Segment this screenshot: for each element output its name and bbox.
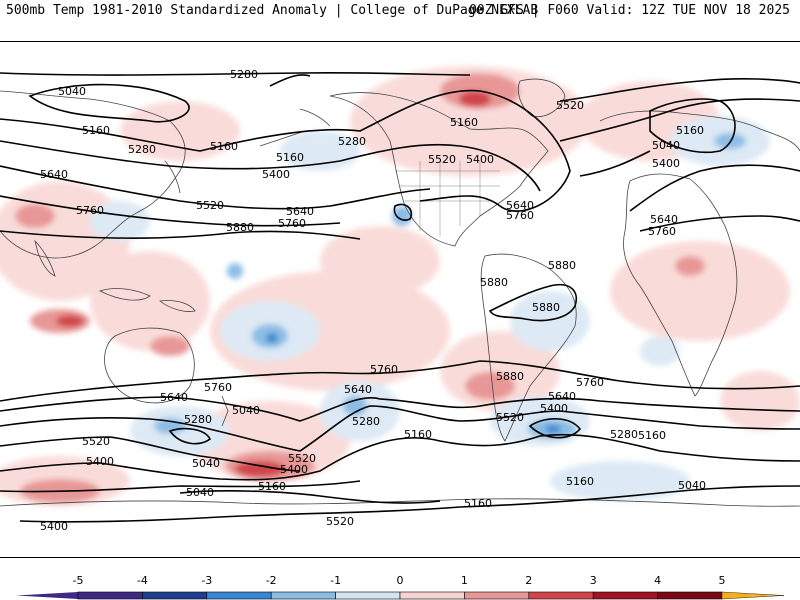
colorbar-segment	[142, 591, 208, 600]
colorbar-segment	[77, 591, 143, 600]
coastlines	[0, 78, 800, 507]
contour-label: 5640	[506, 199, 534, 212]
contour-label: 5520	[428, 153, 456, 166]
contour-label: 5040	[678, 479, 706, 492]
contour-label: 5640	[548, 390, 576, 403]
contour-label: 5880	[496, 370, 524, 383]
model-run-info: 00Z GFS | F060 Valid: 12Z TUE NOV 18 202…	[469, 3, 790, 18]
contour-label: 5520	[496, 411, 524, 424]
political-borders	[395, 161, 500, 236]
colorbar-tick-label: 1	[460, 574, 468, 587]
colorbar-tick-label: -3	[201, 574, 213, 587]
colorbar-tick-label: 4	[654, 574, 662, 587]
contour-label: 5640	[160, 391, 188, 404]
contour-label: 5760	[576, 376, 604, 389]
contour-label: 5880	[226, 221, 254, 234]
colorbar-segment	[399, 591, 465, 600]
contour-label: 5640	[650, 213, 678, 226]
contour-label: 5160	[210, 140, 238, 153]
contour-label: 5520	[196, 199, 224, 212]
colorbar-segment	[335, 591, 401, 600]
contour-label: 5760	[76, 204, 104, 217]
contour-label: 5160	[404, 428, 432, 441]
contour-label: 5280	[610, 428, 638, 441]
colorbar-tick-label: -5	[72, 574, 84, 587]
contour-label: 5160	[82, 124, 110, 137]
anomaly-colorbar	[16, 591, 785, 600]
anomaly-shading	[0, 66, 800, 506]
contour-label: 5640	[286, 205, 314, 218]
contour-label: 5040	[58, 85, 86, 98]
contour-label: 5520	[288, 452, 316, 465]
contour-label: 5520	[326, 515, 354, 528]
contour-label: 5880	[548, 259, 576, 272]
contour-label: 5160	[638, 429, 666, 442]
contour-label: 5280	[230, 68, 258, 81]
colorbar-tick-label: -2	[265, 574, 277, 587]
contour-label: 5760	[370, 363, 398, 376]
colorbar-max-arrow	[721, 591, 785, 600]
colorbar-segment	[464, 591, 530, 600]
contour-label: 5640	[40, 168, 68, 181]
contour-label: 5520	[82, 435, 110, 448]
colorbar-segment	[270, 591, 336, 600]
colorbar-segment	[592, 591, 658, 600]
contour-label: 5400	[652, 157, 680, 170]
contour-label: 5280	[128, 143, 156, 156]
contour-label: 5400	[86, 455, 114, 468]
contour-label: 5760	[506, 209, 534, 222]
contour-label: 5160	[464, 497, 492, 510]
contour-label: 5400	[40, 520, 68, 533]
colorbar-tick-label: 0	[396, 574, 404, 587]
contour-label: 5280	[338, 135, 366, 148]
contour-label: 5760	[204, 381, 232, 394]
map-title: 500mb Temp 1981-2010 Standardized Anomal…	[6, 3, 539, 18]
contour-label: 5880	[532, 301, 560, 314]
colorbar-tick-label: -1	[330, 574, 342, 587]
contour-label: 5760	[278, 217, 306, 230]
colorbar-min-arrow	[16, 592, 78, 599]
contour-label: 5160	[676, 124, 704, 137]
contour-label: 5160	[258, 480, 286, 493]
contour-label: 5040	[186, 486, 214, 499]
colorbar-tick-label: 2	[525, 574, 533, 587]
contour-label: 5400	[540, 402, 568, 415]
contour-label: 5280	[184, 413, 212, 426]
colorbar-segment	[528, 591, 594, 600]
contour-label: 5160	[566, 475, 594, 488]
contour-label: 5040	[192, 457, 220, 470]
contour-label: 5880	[480, 276, 508, 289]
contour-label: 5160	[276, 151, 304, 164]
anomaly-map: 5280 5040 5160 5160 5280 5160 5280 5160 …	[0, 41, 800, 558]
colorbar-tick-label: 3	[589, 574, 597, 587]
contour-label: 5400	[262, 168, 290, 181]
contour-label: 5400	[280, 463, 308, 476]
contour-label: 5520	[556, 99, 584, 112]
height-contours	[0, 71, 800, 523]
colorbar-tick-label: 5	[718, 574, 726, 587]
contour-labels: 5280 5040 5160 5160 5280 5160 5280 5160 …	[40, 68, 706, 533]
contour-label: 5040	[652, 139, 680, 152]
contour-label: 5760	[648, 225, 676, 238]
contour-label: 5400	[466, 153, 494, 166]
colorbar-segment	[657, 591, 723, 600]
contour-label: 5280	[352, 415, 380, 428]
contour-label: 5640	[344, 383, 372, 396]
contour-label: 5160	[450, 116, 478, 129]
colorbar-segment	[206, 591, 272, 600]
contour-label: 5040	[232, 404, 260, 417]
colorbar-tick-label: -4	[136, 574, 148, 587]
